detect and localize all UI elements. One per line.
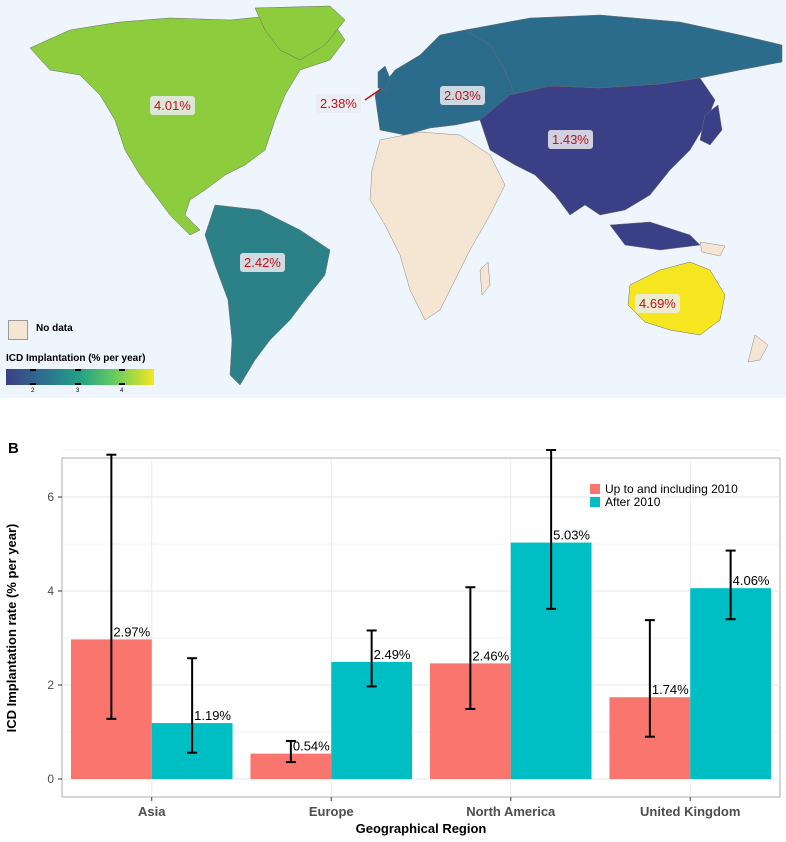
colorbar-tick-2 <box>30 369 36 385</box>
bar-chart: 2.97% 0.54% 2.46% 1.74% 1.19% 2.49% 5.03% 4.06%… <box>4 449 781 836</box>
colorbar-label-2: 2 <box>31 388 35 394</box>
no-data-swatch <box>8 320 28 340</box>
map-label-north-america: 4.01% <box>150 96 195 115</box>
legend-label: Up to and including 2010 <box>605 482 738 496</box>
panel-b-letter: B <box>8 440 19 457</box>
x-tick-label: North America <box>466 804 556 819</box>
map-uk <box>377 65 391 91</box>
map-label-australia: 4.69% <box>635 294 680 313</box>
error-bars <box>106 449 736 764</box>
x-axis-title: Geographical Region <box>356 821 487 836</box>
map-se-asia-islands <box>609 221 701 251</box>
map-madagascar <box>479 261 491 296</box>
map-south-america <box>204 204 331 386</box>
map-label-europe: 2.03% <box>440 86 485 105</box>
value-label: 1.19% <box>194 708 231 723</box>
value-label: 2.46% <box>472 648 509 663</box>
map-africa <box>369 131 506 321</box>
value-label: 2.49% <box>374 647 411 662</box>
legend-label: After 2010 <box>605 495 661 509</box>
map-label-south-america: 2.42% <box>240 253 285 272</box>
y-tick-label: 4 <box>47 584 54 598</box>
no-data-label: No data <box>36 323 73 334</box>
value-label: 1.74% <box>652 682 689 697</box>
map-russia <box>464 14 783 96</box>
y-axis-title: ICD Implantation rate (% per year) <box>4 524 19 733</box>
value-labels: 2.97% 0.54% 2.46% 1.74% 1.19% 2.49% 5.03% 4.06% <box>113 528 770 754</box>
legend-swatch <box>590 497 600 507</box>
y-tick-label: 2 <box>47 678 54 692</box>
colorbar-tick-3 <box>75 369 81 385</box>
colorbar-label-4: 4 <box>120 388 124 394</box>
value-label: 2.97% <box>113 624 150 639</box>
map-asia <box>479 77 716 216</box>
map-japan <box>699 104 723 146</box>
uk-pointer-line <box>364 88 382 101</box>
map-label-united-kingdom: 2.38% <box>316 94 361 113</box>
value-label: 4.06% <box>733 573 770 588</box>
y-tick-label: 0 <box>47 772 54 786</box>
value-label: 5.03% <box>553 528 590 543</box>
map-label-asia: 1.43% <box>548 130 593 149</box>
x-tick-label: United Kingdom <box>640 804 740 819</box>
map-colorbar <box>6 369 154 385</box>
map-legend-title: ICD Implantation (% per year) <box>6 353 146 364</box>
value-label: 0.54% <box>293 739 330 754</box>
colorbar-tick-4 <box>119 369 125 385</box>
map-greenland <box>254 5 346 61</box>
x-axis: Asia Europe North America United Kingdom <box>138 797 740 819</box>
map-new-zealand <box>747 334 769 363</box>
x-tick-label: Asia <box>138 804 166 819</box>
world-map <box>0 0 786 398</box>
x-tick-label: Europe <box>309 804 354 819</box>
legend-swatch <box>590 484 600 494</box>
y-axis: 0 2 4 6 <box>47 490 62 786</box>
y-tick-label: 6 <box>47 490 54 504</box>
map-png <box>699 241 726 257</box>
colorbar-label-3: 3 <box>76 388 80 394</box>
